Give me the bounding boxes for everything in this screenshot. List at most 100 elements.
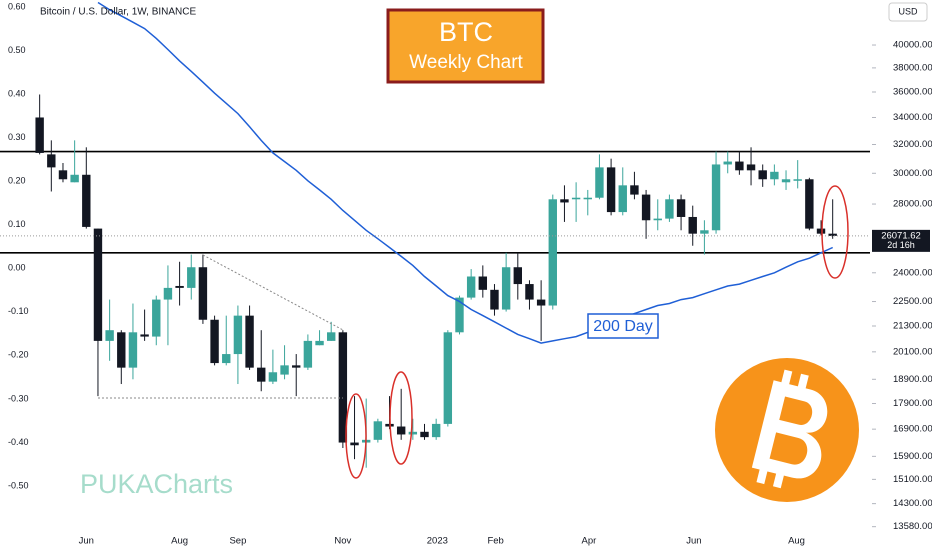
candle-body: [268, 372, 278, 382]
candle-body: [58, 170, 68, 180]
candle-body: [210, 319, 219, 364]
candle-body: [117, 332, 126, 368]
candle-body: [571, 197, 581, 200]
y-tick-label: 16900.00: [893, 424, 932, 435]
candle-body: [466, 276, 476, 298]
candle-body: [93, 228, 103, 341]
candle-body: [501, 267, 511, 310]
candle-body: [152, 299, 161, 337]
candle-body: [618, 185, 627, 213]
candle-body: [735, 161, 744, 171]
candle-body: [805, 179, 814, 229]
y-tick-label: 18900.00: [893, 374, 932, 385]
trend-line: [202, 254, 344, 331]
candle-body: [443, 332, 453, 424]
last-price-label: 26071.62: [881, 230, 921, 241]
candle-body: [82, 174, 91, 227]
y-tick-label: 21300.00: [893, 321, 932, 332]
candle-body: [513, 267, 522, 285]
y2-tick-label: 0.20: [8, 176, 26, 186]
x-tick-label: Apr: [582, 536, 597, 547]
candle-body: [583, 197, 592, 200]
candle-body: [315, 340, 324, 346]
y2-tick-label: 0.60: [8, 1, 26, 11]
candle-body: [303, 340, 313, 368]
x-tick-label: 2023: [427, 536, 448, 547]
candle-body: [641, 194, 651, 221]
candle-body: [292, 365, 301, 368]
candle-body: [688, 216, 697, 234]
title-box: [386, 8, 545, 84]
candle-body: [128, 332, 138, 368]
candle-body: [676, 199, 686, 217]
candle-body: [816, 228, 826, 234]
candle-body: [105, 330, 114, 341]
y-tick-label: 38000.00: [893, 62, 932, 73]
candle-body: [723, 161, 732, 165]
candle-body: [35, 117, 44, 153]
candle-body: [536, 299, 546, 306]
y-tick-label: 17900.00: [893, 398, 932, 409]
candle-body: [595, 167, 604, 198]
candle-body: [793, 179, 802, 181]
y-tick-label: 24000.00: [893, 267, 932, 278]
candle-body: [70, 174, 79, 183]
candle-body: [653, 218, 662, 221]
x-tick-label: Aug: [788, 536, 805, 547]
candle-body: [408, 431, 418, 435]
y-tick-label: 13580.00: [893, 521, 932, 532]
x-tick-label: Aug: [171, 536, 188, 547]
candle-body: [233, 315, 243, 355]
y-tick-label: 32000.00: [893, 139, 932, 150]
y-tick-label: 40000.00: [893, 40, 932, 51]
candle-body: [606, 167, 616, 213]
logo-symbol: [751, 369, 828, 489]
bitcoin-logo: [715, 358, 859, 502]
y-tick-label: 22500.00: [893, 296, 932, 307]
y-tick-label: 36000.00: [893, 87, 932, 98]
candle-body: [828, 233, 837, 236]
y2-tick-label: 0.00: [8, 263, 26, 273]
candle-body: [280, 365, 289, 375]
candle-body: [222, 354, 231, 364]
candle-body: [665, 199, 674, 219]
candle-body: [781, 179, 791, 183]
highlight-ellipse: [389, 371, 413, 465]
y-tick-label: 20100.00: [893, 346, 932, 357]
y2-tick-label: -0.40: [8, 437, 29, 447]
y-tick-label: 30000.00: [893, 168, 932, 179]
box-subtitle: Weekly Chart: [409, 52, 523, 73]
candle-body: [327, 332, 336, 341]
candle-body: [350, 442, 359, 446]
box-title: BTC: [439, 17, 493, 47]
candle-body: [711, 164, 721, 231]
candle-body: [163, 287, 173, 300]
currency-box: [888, 2, 928, 22]
y2-tick-label: 0.50: [8, 45, 26, 55]
candle-body: [746, 164, 756, 171]
y-tick-label: 28000.00: [893, 199, 932, 210]
candle-body: [198, 267, 208, 320]
candle-body: [700, 230, 709, 234]
y2-tick-label: -0.50: [8, 480, 29, 490]
candle-body: [478, 276, 488, 290]
x-tick-label: Sep: [229, 536, 246, 547]
ma-label: 200 Day: [593, 318, 653, 335]
y2-tick-label: 0.40: [8, 88, 26, 98]
ma-line: [97, 1, 834, 344]
y-tick-label: 15100.00: [893, 474, 932, 485]
candle-body: [187, 267, 196, 288]
y-tick-label: 14300.00: [893, 498, 932, 509]
candle-body: [338, 332, 348, 443]
y2-tick-label: 0.30: [8, 132, 26, 142]
highlight-ellipse: [345, 393, 367, 479]
candle-body: [560, 199, 569, 203]
candle-body: [525, 284, 534, 300]
y2-tick-label: -0.10: [8, 306, 29, 316]
candle-body: [257, 367, 266, 382]
candle-body: [47, 154, 56, 168]
candle-body: [245, 315, 254, 368]
x-tick-label: Jun: [686, 536, 701, 547]
last-price-box: [872, 229, 930, 252]
